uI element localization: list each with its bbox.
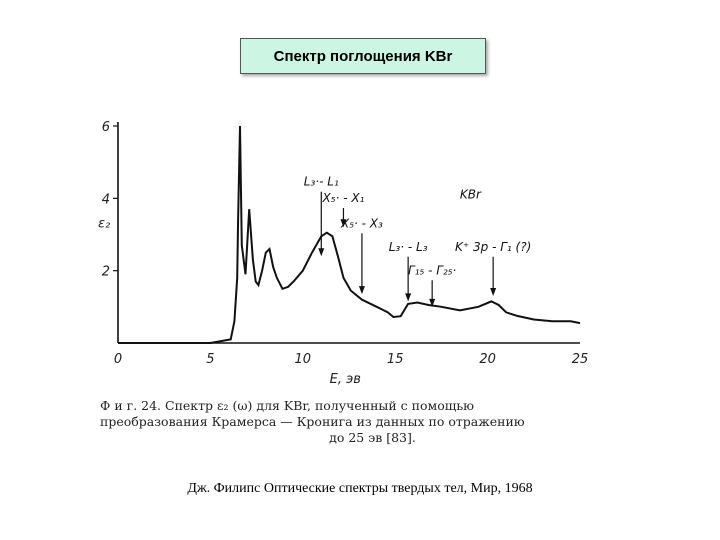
y-tick-label: 6 <box>102 120 110 135</box>
chart-axes <box>117 122 580 344</box>
figure-caption: Ф и г. 24. Спектр ε₂ (ω) для KBr, получе… <box>100 398 605 446</box>
arrowhead <box>490 287 497 296</box>
arrowhead <box>318 248 325 257</box>
series-line <box>118 125 581 344</box>
transition-label: Γ₁₅ - Γ₂₅· <box>408 263 456 277</box>
x-tick-label: 15 <box>387 352 404 367</box>
x-tick-label: 20 <box>479 352 496 367</box>
y-axis-label: ε₂ <box>98 216 110 231</box>
x-tick-labels: 0 5 10 15 20 25 <box>114 352 588 367</box>
caption-line: преобразования Крамерса — Кронига из дан… <box>100 414 525 429</box>
arrowhead <box>429 298 436 307</box>
slide-title: Спектр поглощения KBr <box>240 38 486 74</box>
source-citation: Дж. Филипс Оптические спектры твердых те… <box>187 481 533 496</box>
x-tick-label: 25 <box>572 352 589 367</box>
arrowhead <box>340 219 347 228</box>
transition-label: X₅· - X₃ <box>340 216 383 230</box>
caption-line: Ф и г. 24. Спектр ε₂ (ω) для KBr, получе… <box>100 398 475 413</box>
y-tick-labels: 2 4 6 <box>102 120 118 280</box>
caption-line: до 25 эв [83]. <box>329 430 416 445</box>
x-tick-label: 10 <box>295 352 312 367</box>
transition-label: L₃· - L₃ <box>389 240 428 254</box>
y-tick-label: 4 <box>102 192 110 207</box>
x-tick-label: 0 <box>114 352 122 367</box>
transition-annotations: L₃·- L₁ X₅· - X₁ X₅· - X₃ L₃· - L₃ Γ₁₅ - Γ₂₅… <box>304 175 531 307</box>
y-tick-label: 2 <box>102 265 110 280</box>
arrowhead <box>405 293 412 302</box>
x-axis-label: E, эв <box>330 372 361 387</box>
x-tick-label: 5 <box>206 352 214 367</box>
transition-label: X₅· - X₁ <box>322 191 365 205</box>
transition-label: L₃·- L₁ <box>304 175 339 189</box>
inset-compound-label: KBr <box>460 187 482 201</box>
arrowhead <box>358 286 365 295</box>
transition-label: K⁺ 3p - Γ₁ (?) <box>455 240 531 254</box>
